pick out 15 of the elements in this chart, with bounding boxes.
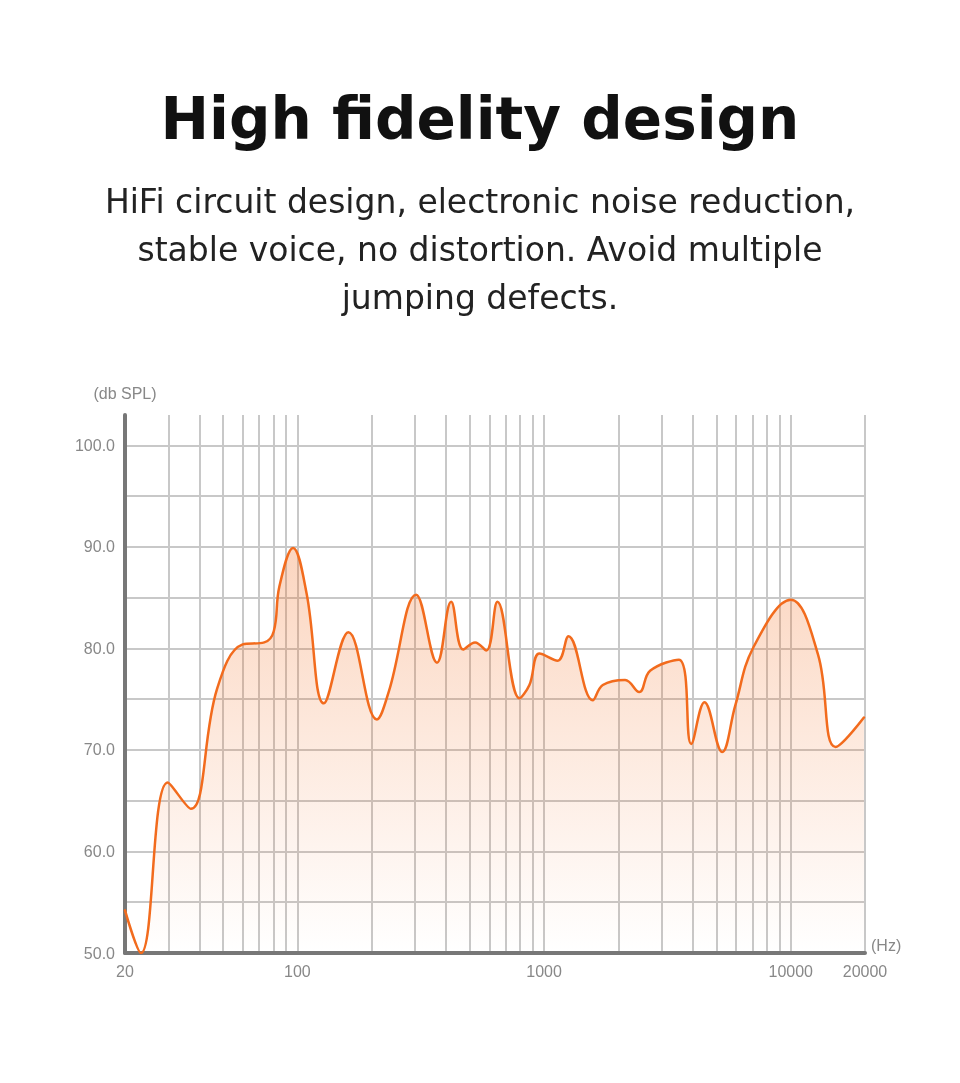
- x-tick-label: 100: [284, 962, 311, 980]
- chart-title: High fidelity design: [159, 85, 801, 153]
- y-axis-title: (db SPL): [93, 384, 157, 402]
- chart-subtitle: HiFi circuit design, electronic noise reduction, stable voice, no distortion. Avoid multiple jumping defects.: [103, 181, 857, 319]
- y-tick-label: 50.0: [83, 944, 116, 962]
- x-axis-title: (Hz): [871, 936, 902, 954]
- x-tick-label: 10000: [768, 962, 814, 980]
- y-tick-label: 80.0: [83, 639, 116, 657]
- y-tick-label: 60.0: [83, 842, 116, 860]
- x-tick-label: 20000: [842, 962, 888, 980]
- y-tick-label: 100.0: [74, 436, 116, 454]
- y-tick-label: 70.0: [83, 741, 116, 759]
- y-tick-label: 90.0: [83, 538, 116, 556]
- x-tick-label: 20: [116, 962, 134, 980]
- x-tick-label: 1000: [526, 962, 562, 980]
